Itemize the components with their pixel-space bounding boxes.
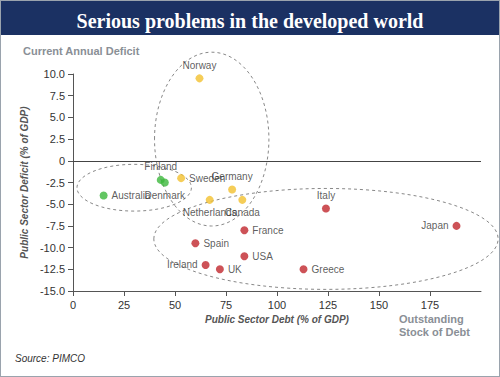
svg-text:Germany: Germany [212,171,253,182]
svg-text:5.0: 5.0 [50,111,65,123]
svg-text:Serious problems in the develo: Serious problems in the developed world [77,10,424,33]
svg-text:0: 0 [70,299,76,311]
svg-text:-10.0: -10.0 [40,242,65,254]
svg-text:2.5: 2.5 [50,133,65,145]
svg-text:Canada: Canada [225,207,260,218]
svg-text:Italy: Italy [317,190,335,201]
svg-text:0: 0 [59,155,65,167]
svg-text:175: 175 [421,299,439,311]
svg-text:USA: USA [252,251,273,262]
svg-text:Current Annual Deficit: Current Annual Deficit [23,45,140,57]
svg-text:Ireland: Ireland [167,259,198,270]
svg-text:7.5: 7.5 [50,90,65,102]
svg-text:-12.5: -12.5 [40,263,65,275]
svg-text:France: France [252,225,284,236]
svg-text:-7.5: -7.5 [46,220,65,232]
svg-text:-2.5: -2.5 [46,177,65,189]
svg-text:Japan: Japan [421,220,448,231]
svg-text:Netherlands: Netherlands [182,207,237,219]
svg-text:Spain: Spain [203,238,229,249]
svg-text:Finland: Finland [144,161,177,172]
svg-text:-5.0: -5.0 [46,198,65,210]
svg-text:UK: UK [228,264,242,275]
svg-text:Norway: Norway [183,60,217,71]
svg-text:100: 100 [268,299,286,311]
svg-text:Public Sector Debt (% of GDP): Public Sector Debt (% of GDP) [205,314,350,325]
svg-text:150: 150 [370,299,388,311]
svg-text:25: 25 [118,299,130,311]
svg-text:-15.0: -15.0 [40,285,65,297]
svg-text:10.0: 10.0 [44,68,65,80]
svg-text:Outstanding: Outstanding [399,313,467,325]
svg-text:Sweden: Sweden [189,172,226,184]
svg-text:Source: PIMCO: Source: PIMCO [15,353,85,364]
svg-text:125: 125 [319,299,337,311]
svg-text:50: 50 [169,299,181,311]
svg-text:Public Sector Deficit (% of GD: Public Sector Deficit (% of GDP) [19,106,30,259]
svg-text:Stock of Debt: Stock of Debt [399,326,470,338]
svg-text:75: 75 [220,299,232,311]
svg-text:Greece: Greece [312,264,345,275]
svg-text:Australia: Australia [112,190,151,201]
svg-text:Denmark: Denmark [145,190,187,201]
